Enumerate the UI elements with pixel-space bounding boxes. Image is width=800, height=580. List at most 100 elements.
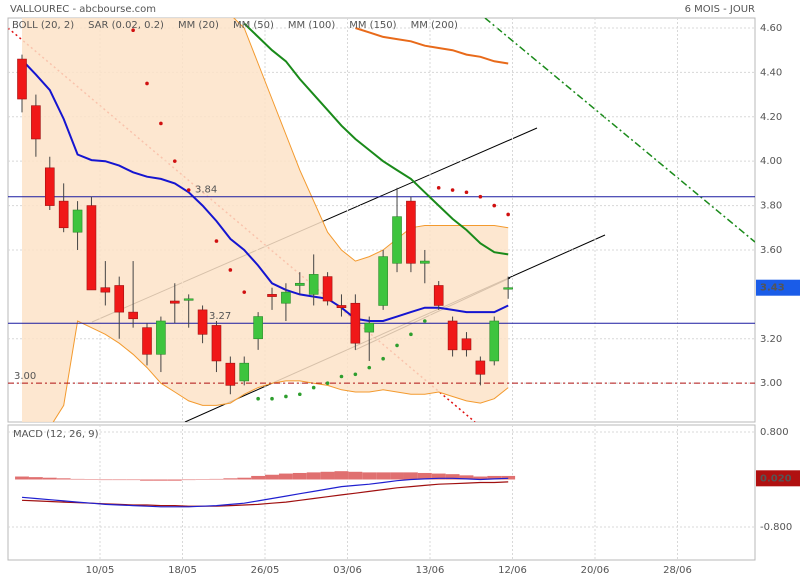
legend-entry: MM (20) [178,20,219,31]
candle-body [420,260,430,264]
candle-body [433,285,444,306]
x-tick-label: 20/06 [581,565,610,576]
histogram-bar [334,471,349,480]
histogram-bar [320,471,335,480]
histogram-bar [126,479,141,481]
candle-body [475,360,486,375]
sar-dot [186,188,191,192]
y-tick-label: 4.40 [760,67,782,78]
histogram-bar [487,475,502,480]
histogram-bar [251,475,266,480]
sar-dot [256,396,260,401]
x-tick-label: 18/05 [168,565,197,576]
level-label: 3.00 [14,371,36,382]
candle-body [503,287,513,290]
x-tick-label: 10/05 [86,565,115,576]
candle-body [197,309,208,335]
histogram-bar [223,478,238,480]
candle-body [169,300,180,304]
labels: 10/05 18/05 26/05 03/06 13/06 12/06 20/06 28/06… [12,20,800,576]
macd-line [21,477,509,508]
histogram-bar [112,479,127,481]
candle-body [17,58,27,100]
candle-body [336,305,347,308]
candle-body [58,200,69,229]
histogram-bar [417,472,432,480]
sar-dot [395,343,399,348]
candle-body [253,316,263,340]
candle-body [461,338,472,351]
macd-panel [7,424,756,561]
histogram-bar [15,476,29,480]
histogram-bar [403,472,418,480]
moving-average [21,59,509,322]
sar-dot [436,186,441,190]
candle-body [156,320,166,355]
histogram-bar [376,472,391,480]
histogram-bar [181,479,196,481]
level-label: 3.27 [209,311,231,322]
sar-dot [367,365,372,370]
y-tick-label: 4.20 [760,112,782,123]
histogram-bar [237,477,252,480]
sar-dot [492,203,497,208]
last-price-label: 3.43 [760,283,785,294]
x-tick-label: 26/05 [251,565,280,576]
legend-entry: BOLL (20, 2) [12,20,74,31]
sar-dot [159,121,163,126]
legend-entry: SAR (0.02, 0.2) [88,20,164,31]
histogram-bar [292,472,307,480]
header-title: VALLOUREC - abcbourse.com [10,4,156,15]
last-value-box [756,470,800,487]
y-tick-label: 4.60 [760,23,782,34]
candle-body [31,105,41,140]
candle-body [142,327,152,355]
legend-entry: MM (150) [349,20,396,31]
y-tick-label: -0.800 [760,522,792,533]
candle-body [392,216,402,264]
candle-body [281,291,291,304]
price-plot: 3.84 3.27 3.00 [8,18,755,422]
candle-body [128,311,138,320]
sar-dot [339,374,344,379]
histogram-bar [265,474,279,480]
candle-body [114,285,125,313]
y-tick-label: 4.00 [760,156,782,167]
sar-dot [450,188,455,192]
x-tick-label: 12/06 [498,565,527,576]
sar-dot [242,290,247,294]
y-tick-label: 3.20 [760,334,782,345]
sar-dot [423,319,427,323]
candle-body [72,209,83,233]
candle-body [406,200,416,264]
candle-body [350,302,361,344]
trendline [484,18,755,243]
candle-body [100,287,111,293]
sar-dot [145,81,149,86]
histogram-bar [278,473,293,480]
macd-plot [8,425,755,560]
macd-title: MACD (12, 26, 9) [13,429,99,440]
bollinger-lower [52,320,509,422]
sar-dot [228,268,233,272]
sar-dot [298,392,302,397]
candle-body [239,362,250,382]
histogram-bar [70,478,85,480]
candle-body [378,256,388,306]
last-value-label: 0.020 [760,473,792,484]
candle-body [447,320,458,351]
histogram-bar [98,479,113,481]
candle-body [267,294,277,297]
candle-body [294,282,305,286]
sar-dot [131,28,135,33]
x-tick-label: 03/06 [333,565,362,576]
x-tick-label: 28/06 [663,565,692,576]
histogram-bar [431,473,446,480]
histogram-bar [28,477,43,480]
histogram-bar [362,472,377,480]
last-price-box [756,279,800,296]
y-tick-label: 3.00 [760,378,782,389]
sar-dot [478,194,483,199]
